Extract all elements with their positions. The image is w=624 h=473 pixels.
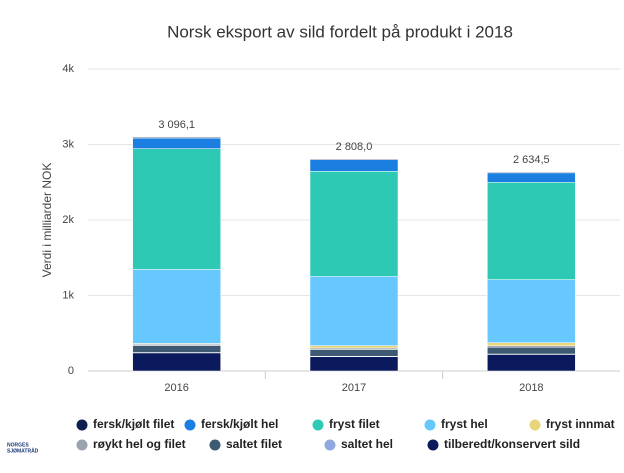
legend-label: saltet filet [226, 437, 282, 451]
y-tick-label: 0 [68, 365, 74, 377]
logo: SJØMATRÅD [7, 447, 39, 454]
bar-segment [310, 159, 398, 160]
bar-segment [310, 357, 398, 371]
bar-segment [487, 347, 575, 354]
bar-segment [133, 138, 221, 149]
bar-segment [133, 353, 221, 371]
legend-label: fryst hel [441, 417, 488, 431]
legend-marker [77, 420, 88, 431]
bar-segment [487, 173, 575, 182]
bar-segment [310, 276, 398, 345]
bar-segment [487, 280, 575, 343]
legend-marker [185, 420, 196, 431]
legend-label: fryst innmat [546, 417, 615, 431]
legend-label: fersk/kjølt filet [93, 417, 174, 431]
bar-segment [310, 160, 398, 172]
legend-marker [210, 440, 221, 451]
total-label: 2 808,0 [336, 141, 373, 153]
bar-segment [133, 346, 221, 353]
x-tick-label: 2018 [519, 382, 543, 394]
total-label: 3 096,1 [158, 119, 195, 131]
bar-segment [310, 346, 398, 348]
chart-title: Norsk eksport av sild fordelt på produkt… [167, 22, 513, 41]
legend-marker [425, 420, 436, 431]
y-tick-label: 1k [62, 289, 74, 301]
total-label: 2 634,5 [513, 154, 550, 166]
y-tick-label: 2k [62, 214, 74, 226]
legend-marker [313, 420, 324, 431]
bar-segment [487, 354, 575, 371]
legend-label: røykt hel og filet [93, 437, 186, 451]
legend-label: fersk/kjølt hel [201, 417, 278, 431]
bar-segment [133, 137, 221, 138]
bar-segment [310, 171, 398, 276]
bar-segment [133, 149, 221, 270]
bar-segment [310, 349, 398, 356]
x-tick-label: 2016 [164, 382, 188, 394]
legend-label: fryst filet [329, 417, 380, 431]
bar-segment [487, 343, 575, 346]
bar-segment [487, 172, 575, 173]
legend-marker [530, 420, 541, 431]
legend-label: tilberedt/konservert sild [444, 437, 580, 451]
y-tick-label: 4k [62, 63, 74, 75]
y-axis-label: Verdi i milliarder NOK [40, 163, 54, 278]
legend-marker [77, 440, 88, 451]
bar-segment [133, 269, 221, 343]
y-tick-label: 3k [62, 138, 74, 150]
x-tick-label: 2017 [342, 382, 366, 394]
legend-marker [428, 440, 439, 451]
legend-marker [325, 440, 336, 451]
bar-segment [487, 182, 575, 279]
legend-label: saltet hel [341, 437, 393, 451]
